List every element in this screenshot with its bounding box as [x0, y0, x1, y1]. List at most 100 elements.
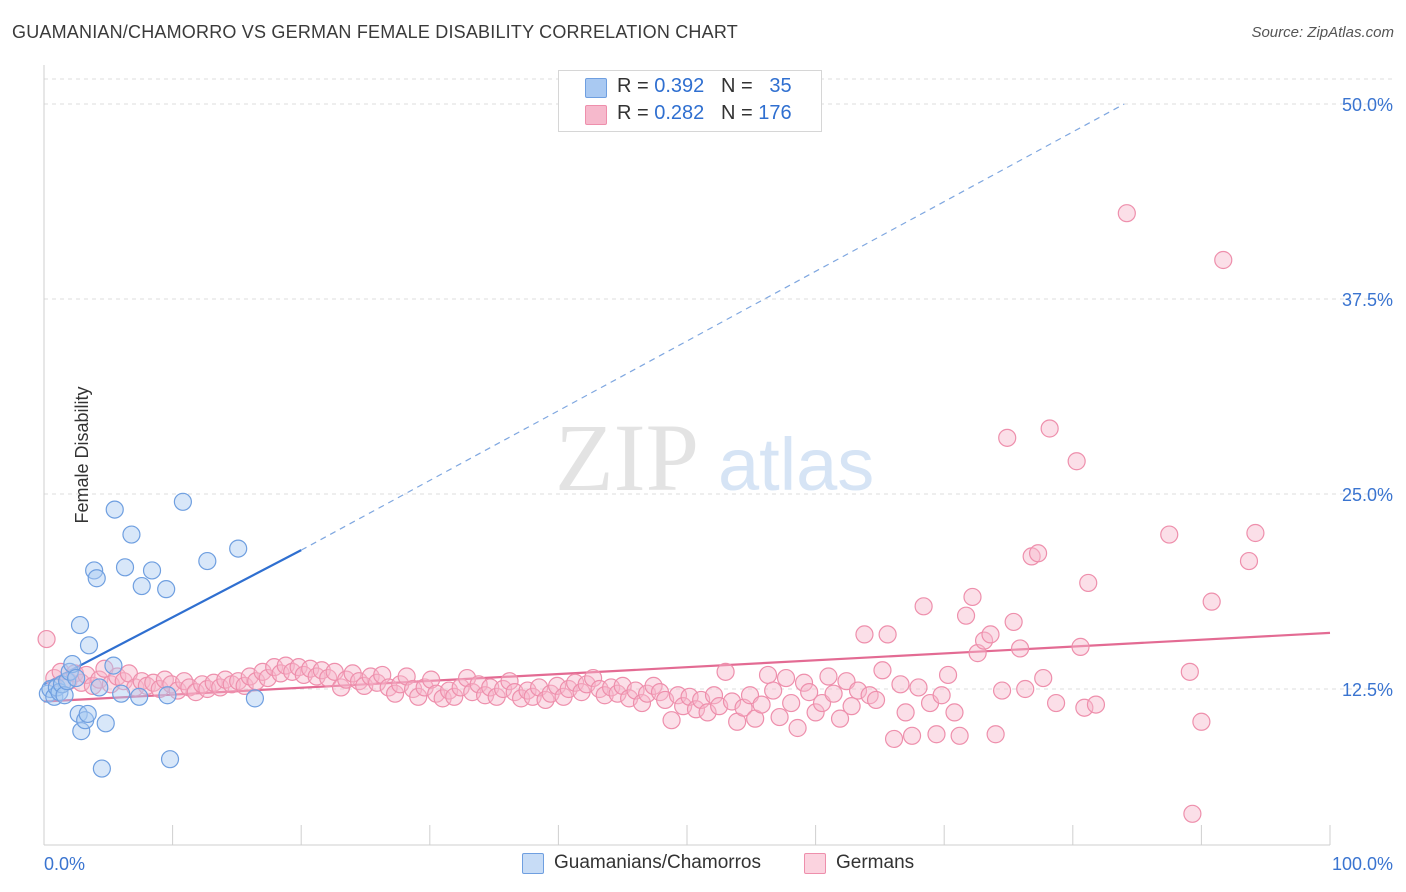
y-tick-label: 25.0%: [1342, 485, 1393, 505]
legend-swatch-blue: [585, 78, 607, 98]
y-tick-label: 50.0%: [1342, 95, 1393, 115]
german-point: [819, 667, 838, 686]
german-point: [938, 665, 958, 685]
german-point: [1086, 695, 1106, 714]
german-point: [1239, 551, 1259, 571]
german-point: [770, 707, 789, 727]
german-point: [855, 625, 874, 644]
german-point: [1046, 693, 1066, 713]
data-points: [37, 204, 1265, 823]
guamanian-point: [112, 684, 131, 703]
guamanian-trend-extension: [300, 103, 1125, 551]
tick-labels: 12.5% 25.0% 37.5% 50.0% 0.0% 100.0%: [44, 95, 1393, 874]
german-point: [668, 686, 688, 705]
guamanian-point: [96, 714, 115, 733]
german-point: [1183, 804, 1202, 823]
guamanian-point: [79, 636, 99, 655]
german-point: [776, 668, 796, 688]
guamanian-trend-line: [43, 549, 302, 686]
x-tick-label: 0.0%: [44, 854, 85, 874]
german-point: [788, 718, 807, 738]
y-tick-label: 12.5%: [1342, 680, 1393, 700]
german-point: [1067, 452, 1086, 471]
guamanian-point: [90, 678, 109, 697]
legend-n-label-1: N =: [720, 75, 753, 97]
german-point: [686, 700, 706, 719]
german-point: [1214, 250, 1233, 270]
source-label: Source: ZipAtlas.com: [1251, 24, 1394, 41]
legend: R = 0.392 N = 35 R = 0.282 N = 176: [558, 70, 822, 132]
german-point: [632, 693, 652, 713]
german-point: [704, 686, 724, 705]
trend-lines: [43, 103, 1331, 703]
german-point: [90, 670, 109, 689]
german-point: [662, 711, 681, 730]
german-point: [830, 709, 850, 728]
german-point: [848, 681, 868, 700]
german-point: [698, 703, 717, 722]
guamanian-point: [157, 580, 176, 599]
german-point: [981, 625, 1000, 644]
guamanian-point: [87, 569, 106, 588]
german-point: [932, 686, 951, 705]
legend-n-value-2: 176: [758, 102, 792, 124]
guamanian-point: [198, 551, 217, 571]
german-point: [986, 725, 1005, 744]
chart-title: GUAMANIAN/CHAMORRO VS GERMAN FEMALE DISA…: [12, 22, 738, 42]
german-point: [764, 681, 783, 700]
german-point: [758, 665, 778, 685]
guamanian-point: [122, 525, 141, 544]
legend-n-label-2: N =: [720, 102, 753, 124]
german-point: [1160, 525, 1179, 544]
guamanian-point: [130, 687, 149, 706]
german-point: [891, 675, 910, 694]
german-point: [806, 703, 825, 722]
german-point: [1071, 637, 1090, 656]
german-point: [566, 673, 585, 692]
german-point: [998, 428, 1017, 447]
bottom-swatch-pink: [804, 853, 826, 874]
german-point: [1079, 573, 1098, 593]
german-point: [421, 670, 441, 689]
legend-swatch-pink: [585, 105, 607, 125]
german-point: [235, 676, 254, 695]
x-tick-label: 100.0%: [1332, 854, 1393, 874]
german-point: [963, 587, 982, 607]
german-point: [457, 668, 477, 688]
german-point: [548, 676, 567, 695]
guamanian-point: [173, 492, 192, 511]
german-point: [1004, 612, 1023, 632]
german-point: [902, 726, 922, 745]
guamanian-point: [158, 686, 177, 705]
legend-r-value-1: 0.392: [654, 75, 705, 97]
guamanian-point: [160, 750, 180, 769]
watermark: ZIP atlas: [555, 404, 874, 511]
german-point: [752, 695, 771, 714]
german-point: [909, 678, 928, 697]
guamanian-point: [67, 668, 86, 688]
guamanian-point: [104, 656, 123, 675]
watermark-zip: ZIP: [555, 404, 699, 511]
guamanian-point: [78, 704, 97, 724]
german-point: [927, 725, 946, 744]
german-point: [950, 726, 969, 745]
german-point: [445, 687, 464, 706]
german-point: [1034, 668, 1053, 688]
german-point: [842, 697, 861, 716]
guamanian-point: [132, 576, 151, 596]
german-point: [1246, 523, 1265, 543]
german-point: [469, 675, 488, 694]
german-point: [722, 692, 742, 711]
german-point: [37, 629, 56, 649]
german-point: [584, 668, 603, 688]
y-axis-label: Female Disability: [72, 386, 93, 524]
german-point: [500, 672, 519, 691]
german-point: [1016, 679, 1035, 699]
german-point: [1117, 204, 1136, 223]
watermark-atlas: atlas: [718, 423, 874, 506]
guamanian-point: [142, 561, 162, 580]
legend-n-value-1: 35: [769, 75, 792, 97]
german-point: [385, 684, 405, 703]
german-point: [1075, 698, 1094, 717]
guamanian-point: [70, 615, 90, 635]
